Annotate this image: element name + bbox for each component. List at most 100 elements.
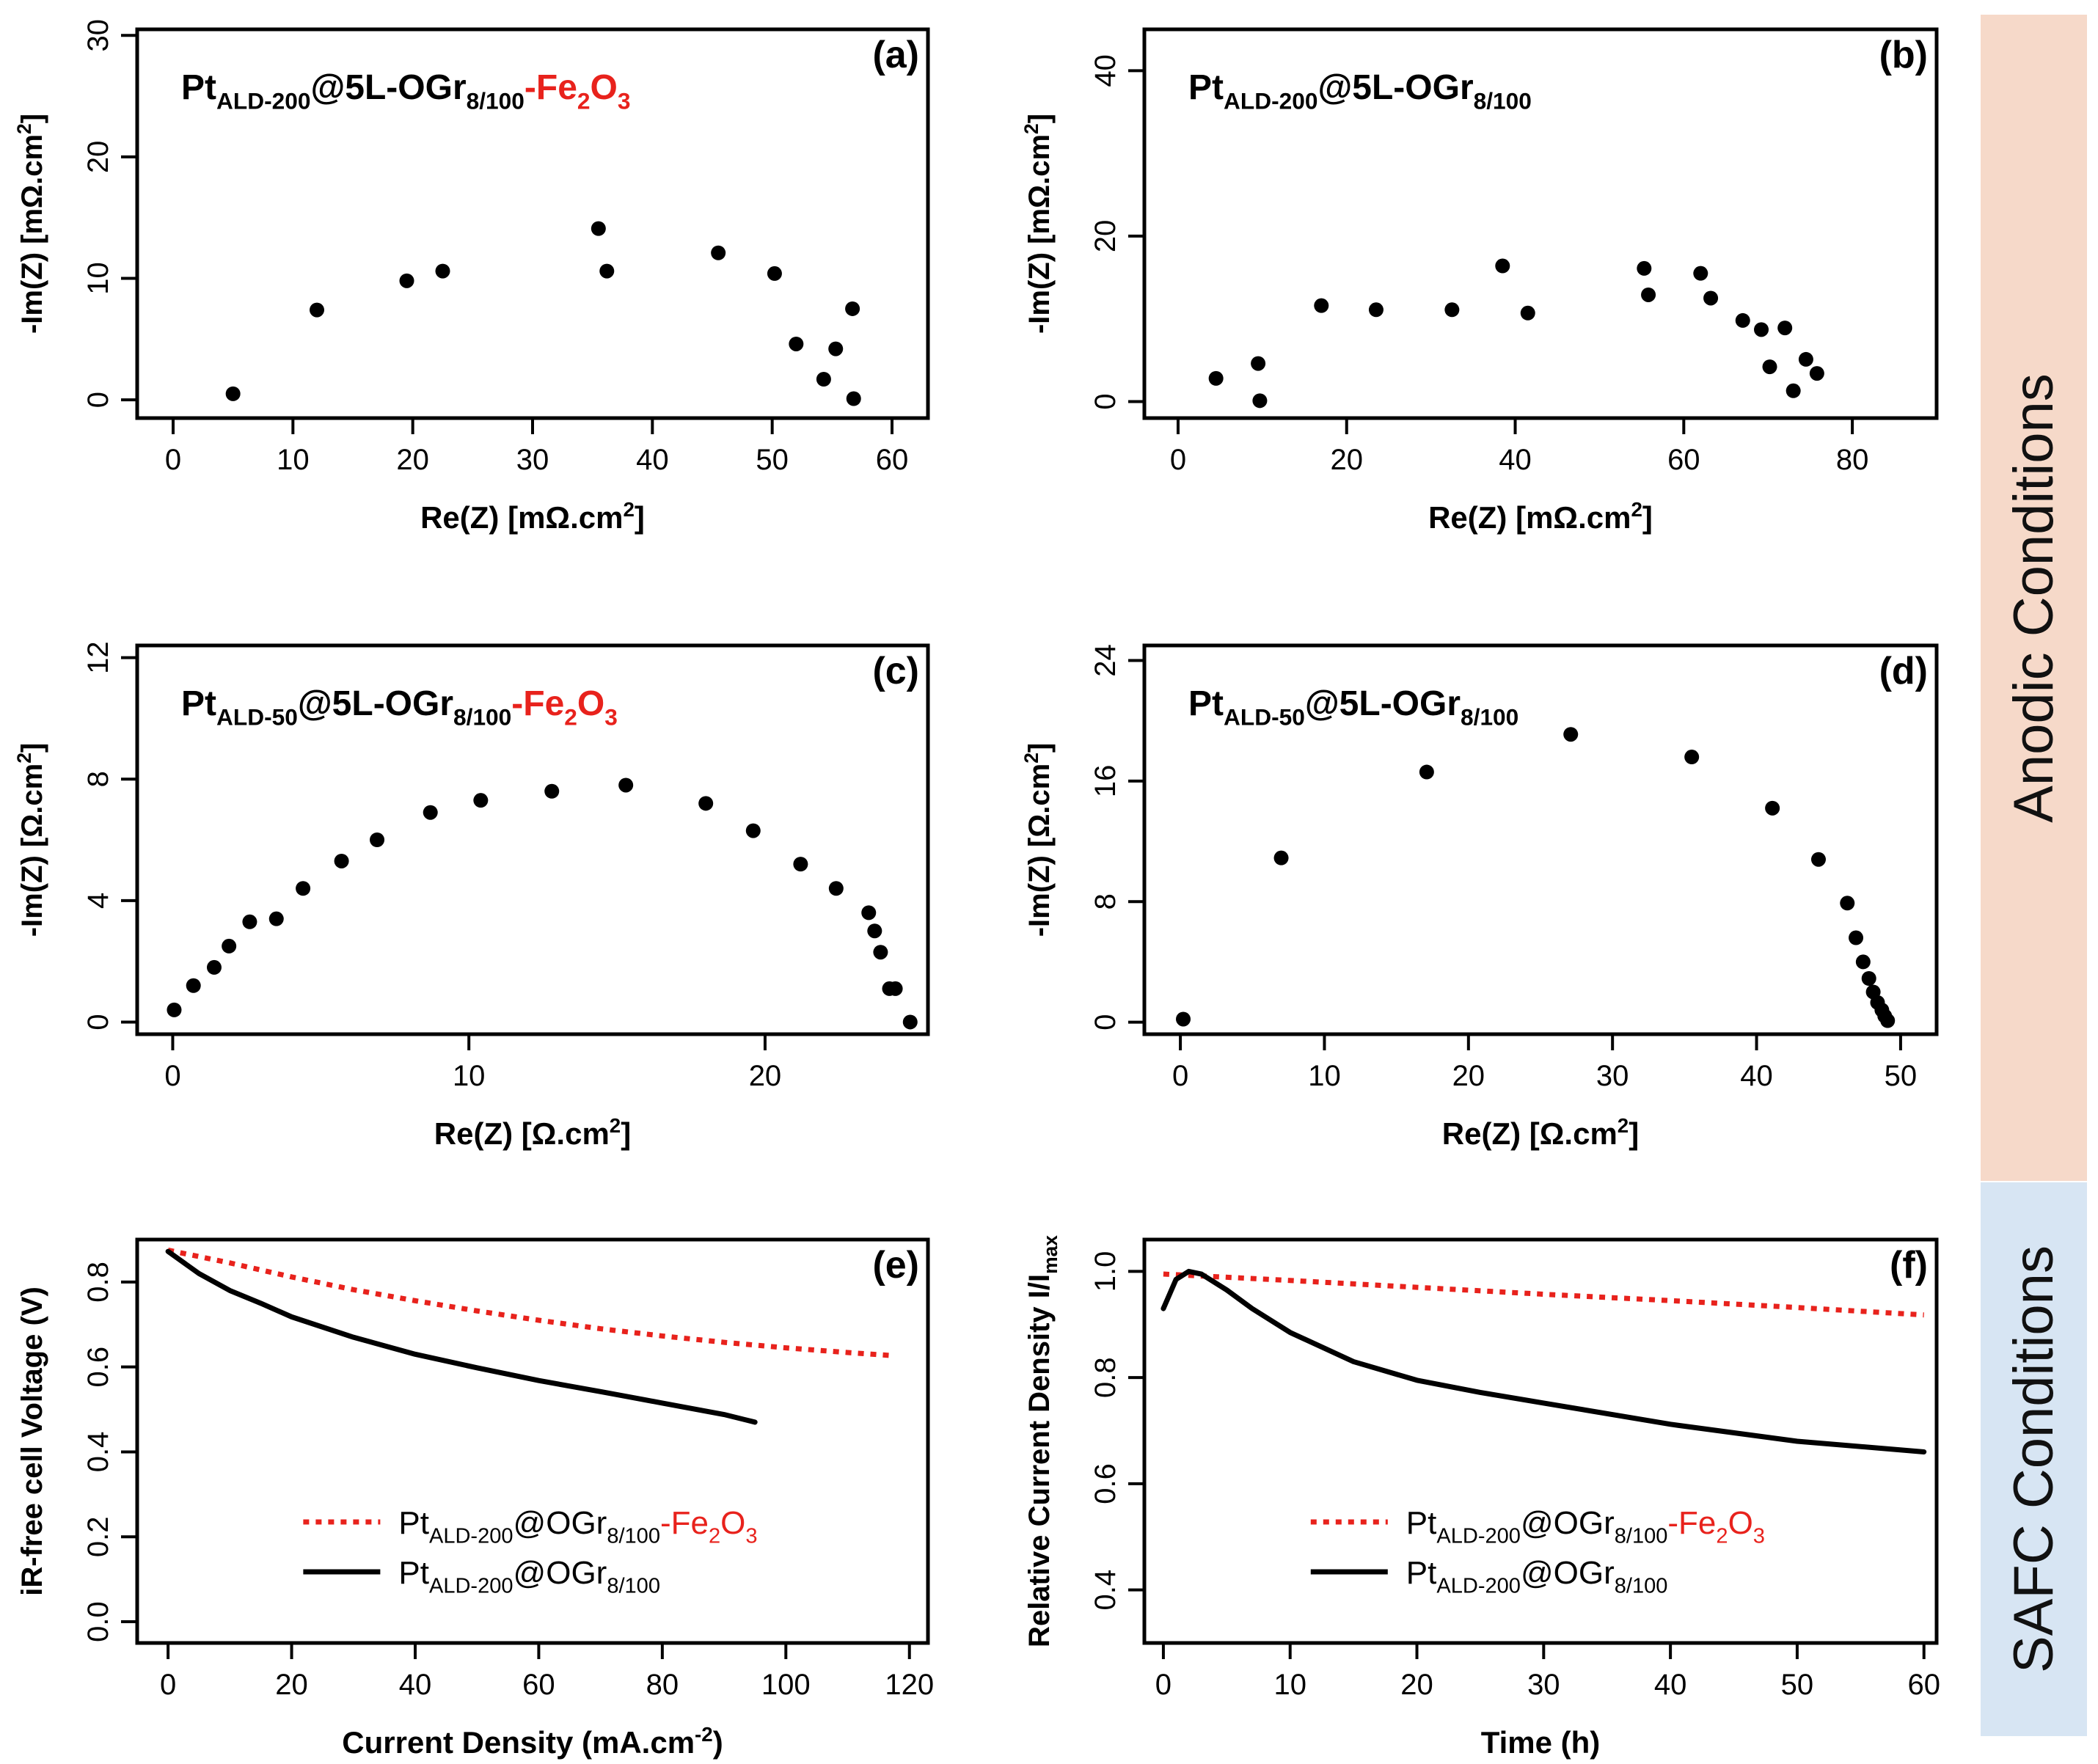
data-point: [473, 793, 489, 808]
x-axis-label: Current Density (mA.cm-2): [342, 1723, 723, 1760]
y-tick-label: 0.2: [82, 1516, 114, 1557]
data-point: [1735, 312, 1750, 328]
series-line-fe2o3: [167, 1248, 891, 1358]
data-point: [222, 938, 237, 954]
safc-conditions-panel: SAFC Conditions: [1981, 1182, 2087, 1736]
x-axis-label: Re(Z) [mΩ.cm2]: [420, 498, 645, 535]
series-line-plain: [165, 1248, 758, 1425]
y-tick-label: 4: [82, 893, 114, 909]
data-point: [370, 832, 385, 847]
data-point: [1273, 850, 1289, 865]
data-point: [225, 386, 241, 401]
data-point: [1563, 727, 1579, 742]
x-tick-label: 40: [399, 1669, 432, 1701]
y-tick-label: 0: [82, 392, 114, 408]
data-point: [1849, 930, 1864, 945]
y-axis-label: Relative Current Density I/Imax: [1023, 1235, 1061, 1647]
data-point: [828, 881, 844, 896]
x-tick-label: 20: [1330, 444, 1363, 476]
y-axis-label: -Im(Z) [mΩ.cm2]: [13, 114, 48, 334]
data-point: [167, 1002, 182, 1017]
panel-label: (b): [1879, 34, 1928, 76]
x-tick-label: 20: [1400, 1669, 1433, 1701]
data-point: [1684, 750, 1700, 765]
x-tick-label: 10: [1273, 1669, 1306, 1701]
data-point: [1786, 383, 1801, 398]
y-axis-label: -Im(Z) [mΩ.cm2]: [1020, 114, 1056, 334]
data-point: [698, 796, 714, 811]
data-point: [1368, 302, 1384, 318]
x-tick-label: 40: [1499, 444, 1532, 476]
x-axis-label: Time (h): [1481, 1725, 1601, 1760]
x-tick-label: 10: [1308, 1060, 1341, 1092]
data-point: [845, 301, 860, 316]
y-tick-label: 1.0: [1089, 1251, 1122, 1292]
x-tick-label: 0: [165, 444, 181, 476]
data-point: [242, 914, 257, 929]
x-axis-label: Re(Z) [Ω.cm2]: [1442, 1114, 1639, 1151]
y-tick-label: 40: [1089, 54, 1122, 87]
y-tick-label: 0.4: [1089, 1570, 1122, 1611]
x-tick-label: 30: [516, 444, 549, 476]
data-point: [1840, 896, 1855, 911]
x-axis-label: Re(Z) [mΩ.cm2]: [1428, 498, 1653, 535]
axes-frame: [1142, 27, 1939, 420]
data-point: [599, 263, 615, 279]
panel-title: PtALD-50@5L-OGr8/100: [1188, 684, 1518, 730]
data-point: [1314, 298, 1329, 313]
data-point: [591, 221, 606, 236]
data-point: [1880, 1013, 1896, 1028]
y-tick-label: 12: [82, 641, 114, 674]
anodic-conditions-panel: Anodic Conditions: [1981, 15, 2087, 1181]
anodic-conditions-label: Anodic Conditions: [2003, 373, 2066, 823]
data-point: [867, 923, 882, 939]
x-tick-label: 50: [1885, 1060, 1918, 1092]
data-point: [310, 302, 324, 318]
panel-title: PtALD-50@5L-OGr8/100-Fe2O3: [181, 684, 618, 730]
data-point: [1861, 970, 1876, 986]
data-point: [334, 853, 349, 868]
chart-c: 0 10 20 0 4 8 12 Re(Z) [Ω.cm2] -Im(Z) [Ω.cm2] (c)…: [13, 641, 930, 1151]
chart-e: 0 20 40 60 80 100 120 0.0 0.2 0.4 0.6 0.8 Current De…: [16, 1237, 934, 1760]
x-tick-label: 0: [164, 1060, 180, 1092]
y-tick-label: 0.6: [1089, 1463, 1122, 1504]
legend-entry: PtALD-200@OGr8/100: [398, 1555, 660, 1598]
y-tick-label: 0: [1089, 393, 1122, 409]
y-axis-label: -Im(Z) [Ω.cm2]: [13, 743, 48, 937]
x-tick-label: 0: [1170, 444, 1186, 476]
data-point: [1798, 351, 1813, 367]
y-axis-label: -Im(Z) [Ω.cm2]: [1020, 743, 1056, 937]
x-tick-label: 100: [761, 1669, 811, 1701]
x-tick-label: 40: [1740, 1060, 1773, 1092]
data-point: [1444, 302, 1460, 318]
data-point: [828, 341, 844, 356]
data-point: [1765, 800, 1780, 816]
x-tick-label: 40: [636, 444, 669, 476]
panel-title: PtALD-200@5L-OGr8/100: [1188, 68, 1532, 114]
x-tick-label: 20: [396, 444, 429, 476]
y-axis-label: iR-free cell Voltage (V): [16, 1287, 48, 1596]
series-line-fe2o3: [1163, 1271, 1924, 1318]
data-point: [816, 372, 831, 387]
data-point: [888, 981, 903, 996]
y-tick-label: 0.8: [82, 1262, 114, 1303]
x-tick-label: 20: [275, 1669, 308, 1701]
x-tick-label: 20: [749, 1060, 782, 1092]
data-point: [206, 959, 222, 975]
data-point: [618, 777, 634, 793]
data-point: [544, 783, 560, 799]
x-tick-label: 30: [1527, 1669, 1560, 1701]
x-tick-label: 60: [522, 1669, 555, 1701]
data-point: [789, 336, 804, 351]
data-point: [1777, 321, 1793, 336]
axes-frame: [135, 643, 930, 1036]
legend-entry: PtALD-200@OGr8/100-Fe2O3: [398, 1505, 757, 1548]
x-tick-label: 120: [885, 1669, 934, 1701]
panel-label: (d): [1879, 650, 1928, 692]
y-tick-label: 8: [82, 771, 114, 787]
y-tick-label: 0.6: [82, 1347, 114, 1388]
x-tick-label: 0: [160, 1669, 176, 1701]
axes-frame: [135, 1237, 930, 1645]
legend-entry: PtALD-200@OGr8/100: [1406, 1555, 1668, 1598]
data-point: [793, 857, 808, 872]
